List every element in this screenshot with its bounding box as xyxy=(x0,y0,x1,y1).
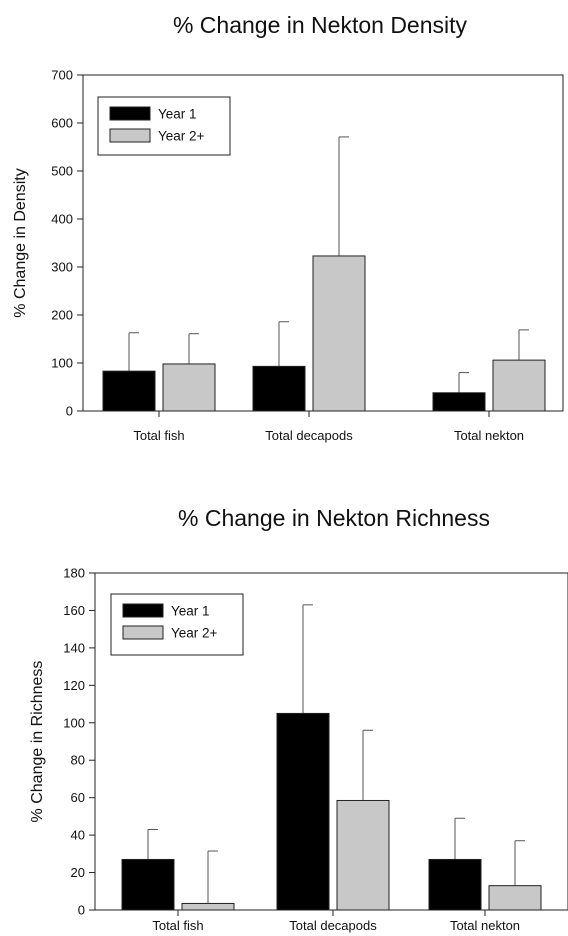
y-tick-label: 200 xyxy=(51,308,73,323)
y-tick-label: 100 xyxy=(63,715,85,730)
plot-frame xyxy=(94,572,568,911)
bar-year-1-total-nekton xyxy=(432,392,486,412)
y-tick-label: 300 xyxy=(51,260,73,275)
legend-box xyxy=(97,96,231,156)
bar-year-2-total-fish xyxy=(162,363,216,412)
density-chart: % Change in Nekton Density % Change in De… xyxy=(12,12,564,443)
legend-swatch xyxy=(109,128,151,143)
y-tick-label: 20 xyxy=(71,865,85,880)
bar-year-2-total-nekton xyxy=(488,885,542,911)
y-tick-label: 500 xyxy=(51,164,73,179)
bar-year-2-total-nekton xyxy=(492,359,546,412)
y-tick-label: 0 xyxy=(78,903,85,918)
bar-year-2-total-fish xyxy=(181,902,235,911)
bar-year-2-total-decapods xyxy=(336,799,390,911)
legend-swatch xyxy=(122,625,164,640)
legend-label: Year 1 xyxy=(158,107,197,122)
legend-swatch xyxy=(122,603,164,618)
y-tick-label: 600 xyxy=(51,116,73,131)
chart-title: % Change in Nekton Richness xyxy=(178,505,490,531)
y-tick-label: 140 xyxy=(63,640,85,655)
x-category-label: Total nekton xyxy=(450,918,520,933)
y-tick-label: 400 xyxy=(51,212,73,227)
chart-title: % Change in Nekton Density xyxy=(173,12,468,38)
y-tick-label: 180 xyxy=(63,566,85,581)
bar-year-2-total-decapods xyxy=(312,255,366,412)
y-tick-label: 60 xyxy=(71,790,85,805)
bar-year-1-total-fish xyxy=(121,858,175,911)
legend-swatch xyxy=(109,106,151,121)
y-tick-label: 40 xyxy=(71,828,85,843)
bar-year-1-total-decapods xyxy=(252,365,306,412)
bar-year-1-total-decapods xyxy=(276,712,330,911)
legend-box xyxy=(110,593,244,656)
y-tick-label: 100 xyxy=(51,356,73,371)
y-tick-label: 120 xyxy=(63,678,85,693)
y-axis-title: % Change in Density xyxy=(12,168,29,317)
x-category-label: Total decapods xyxy=(289,918,377,933)
bar-year-1-total-nekton xyxy=(428,858,482,911)
x-category-label: Total fish xyxy=(133,428,184,443)
y-axis-title: % Change in Richness xyxy=(29,661,46,823)
richness-chart: % Change in Nekton Richness % Change in R… xyxy=(29,505,568,933)
legend-label: Year 2+ xyxy=(171,626,218,641)
bar-year-1-total-fish xyxy=(102,370,156,412)
x-category-label: Total decapods xyxy=(265,428,353,443)
legend-label: Year 1 xyxy=(171,604,210,619)
legend-label: Year 2+ xyxy=(158,129,205,144)
x-category-label: Total fish xyxy=(152,918,203,933)
x-category-label: Total nekton xyxy=(454,428,524,443)
y-tick-label: 160 xyxy=(63,603,85,618)
y-tick-label: 700 xyxy=(51,68,73,83)
y-tick-label: 80 xyxy=(71,753,85,768)
y-tick-label: 0 xyxy=(66,404,73,419)
